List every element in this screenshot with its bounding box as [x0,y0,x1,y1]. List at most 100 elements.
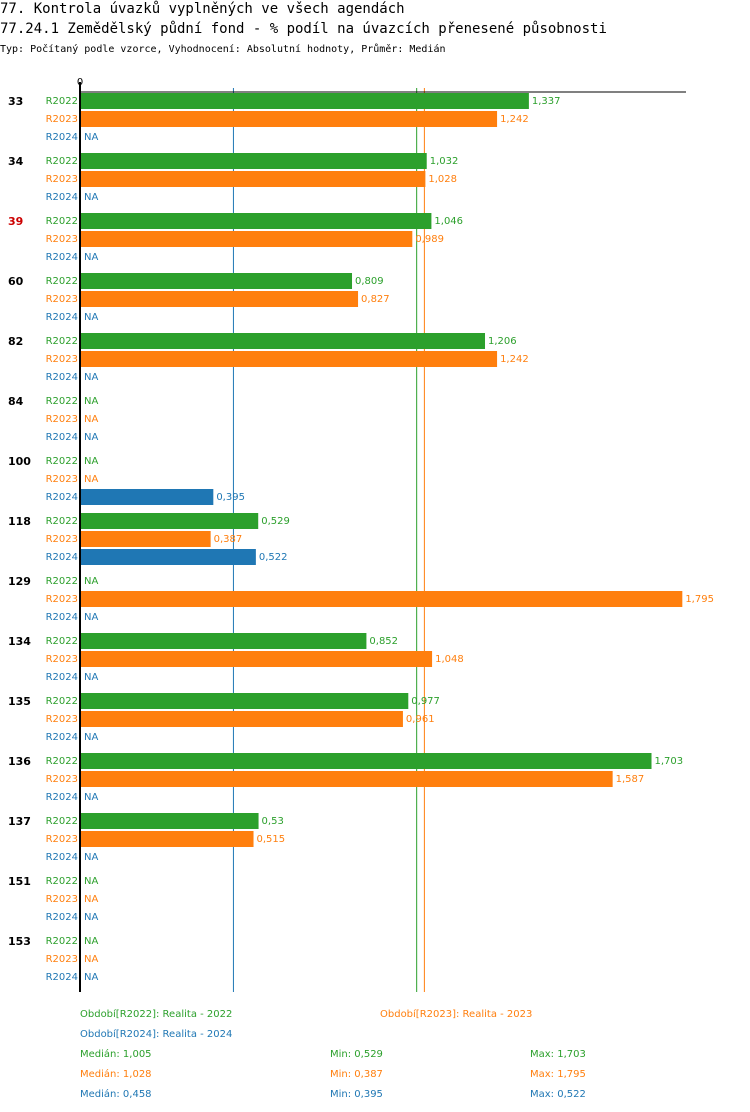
data-label-135-r2022: 0,977 [411,696,440,707]
series-label-34-r2022: R2022 [46,156,78,167]
data-label-118-r2023: 0,387 [214,534,243,545]
series-label-118-r2022: R2022 [46,516,78,527]
category-label-82: 82 [8,335,23,348]
data-label-34-r2023: 1,028 [428,174,457,185]
series-label-151-r2024: R2024 [46,912,78,923]
data-label-39-r2023: 0,989 [415,234,444,245]
na-label-151-r2022: NA [84,876,98,887]
na-label-153-r2023: NA [84,954,98,965]
series-label-118-r2024: R2024 [46,552,78,563]
data-label-33-r2023: 1,242 [500,114,529,125]
na-label-82-r2024: NA [84,372,98,383]
na-label-39-r2024: NA [84,252,98,263]
legend-median-r2024: Medián: 0,458 [80,1089,152,1100]
bar-60-r2022 [81,273,353,289]
bar-39-r2023 [81,231,413,247]
na-label-153-r2022: NA [84,936,98,947]
series-label-33-r2024: R2024 [46,132,78,143]
bar-137-r2022 [81,813,259,829]
series-label-137-r2022: R2022 [46,816,78,827]
legend-min-r2022: Min: 0,529 [330,1049,383,1060]
series-label-153-r2023: R2023 [46,954,78,965]
legend-period-r2024: Období[R2024]: Realita - 2024 [80,1029,233,1040]
na-label-134-r2024: NA [84,672,98,683]
series-label-134-r2022: R2022 [46,636,78,647]
series-label-82-r2022: R2022 [46,336,78,347]
na-label-136-r2024: NA [84,792,98,803]
bar-100-r2024 [81,489,214,505]
category-label-39: 39 [8,215,23,228]
series-label-84-r2024: R2024 [46,432,78,443]
chart-title: 77. Kontrola úvazků vyplněných ve všech … [0,1,405,17]
bar-chart: 33 R2022 1,337 R2023 1,242 R2024 NA 34 R2022 1,03… [8,77,714,992]
data-label-137-r2022: 0,53 [262,816,284,827]
series-label-135-r2024: R2024 [46,732,78,743]
series-label-151-r2023: R2023 [46,894,78,905]
bar-134-r2022 [81,633,367,649]
bar-129-r2023 [81,591,683,607]
series-label-39-r2023: R2023 [46,234,78,245]
series-label-39-r2022: R2022 [46,216,78,227]
data-label-34-r2022: 1,032 [430,156,459,167]
na-label-60-r2024: NA [84,312,98,323]
na-label-100-r2023: NA [84,474,98,485]
data-label-118-r2022: 0,529 [261,516,290,527]
data-label-60-r2023: 0,827 [361,294,390,305]
series-label-137-r2023: R2023 [46,834,78,845]
bar-33-r2023 [81,111,498,127]
legend-max-r2022: Max: 1,703 [530,1049,586,1060]
series-label-33-r2023: R2023 [46,114,78,125]
category-label-60: 60 [8,275,24,288]
series-label-100-r2022: R2022 [46,456,78,467]
series-label-129-r2023: R2023 [46,594,78,605]
na-label-129-r2024: NA [84,612,98,623]
data-label-135-r2023: 0,961 [406,714,435,725]
series-label-134-r2024: R2024 [46,672,78,683]
bar-118-r2022 [81,513,259,529]
na-label-153-r2024: NA [84,972,98,983]
series-label-84-r2023: R2023 [46,414,78,425]
series-label-100-r2023: R2023 [46,474,78,485]
category-label-118: 118 [8,515,31,528]
series-label-135-r2023: R2023 [46,714,78,725]
series-label-34-r2024: R2024 [46,192,78,203]
series-label-135-r2022: R2022 [46,696,78,707]
category-label-134: 134 [8,635,31,648]
bar-33-r2022 [81,93,529,109]
data-label-33-r2022: 1,337 [532,96,561,107]
legend-median-r2022: Medián: 1,005 [80,1049,152,1060]
series-label-82-r2024: R2024 [46,372,78,383]
bar-82-r2022 [81,333,486,349]
na-label-33-r2024: NA [84,132,98,143]
category-label-33: 33 [8,95,23,108]
legend-max-r2024: Max: 0,522 [530,1089,586,1100]
bar-137-r2023 [81,831,254,847]
legend-period-r2023: Období[R2023]: Realita - 2023 [380,1009,533,1020]
bar-136-r2022 [81,753,652,769]
bar-60-r2023 [81,291,359,307]
chart-type-line: Typ: Počítaný podle vzorce, Vyhodnocení:… [0,44,446,55]
data-label-136-r2022: 1,703 [655,756,684,767]
series-label-153-r2022: R2022 [46,936,78,947]
bar-118-r2024 [81,549,256,565]
category-label-153: 153 [8,935,31,948]
na-label-84-r2022: NA [84,396,98,407]
bar-39-r2022 [81,213,432,229]
category-label-136: 136 [8,755,31,768]
data-label-82-r2022: 1,206 [488,336,517,347]
bar-134-r2023 [81,651,433,667]
series-label-137-r2024: R2024 [46,852,78,863]
series-label-129-r2024: R2024 [46,612,78,623]
legend-min-r2024: Min: 0,395 [330,1089,383,1100]
series-label-34-r2023: R2023 [46,174,78,185]
category-label-34: 34 [8,155,24,168]
data-label-39-r2022: 1,046 [434,216,463,227]
series-label-60-r2022: R2022 [46,276,78,287]
category-label-135: 135 [8,695,31,708]
legend-max-r2023: Max: 1,795 [530,1069,586,1080]
series-label-151-r2022: R2022 [46,876,78,887]
na-label-84-r2024: NA [84,432,98,443]
series-label-136-r2024: R2024 [46,792,78,803]
series-label-134-r2023: R2023 [46,654,78,665]
legend-period-r2022: Období[R2022]: Realita - 2022 [80,1009,233,1020]
